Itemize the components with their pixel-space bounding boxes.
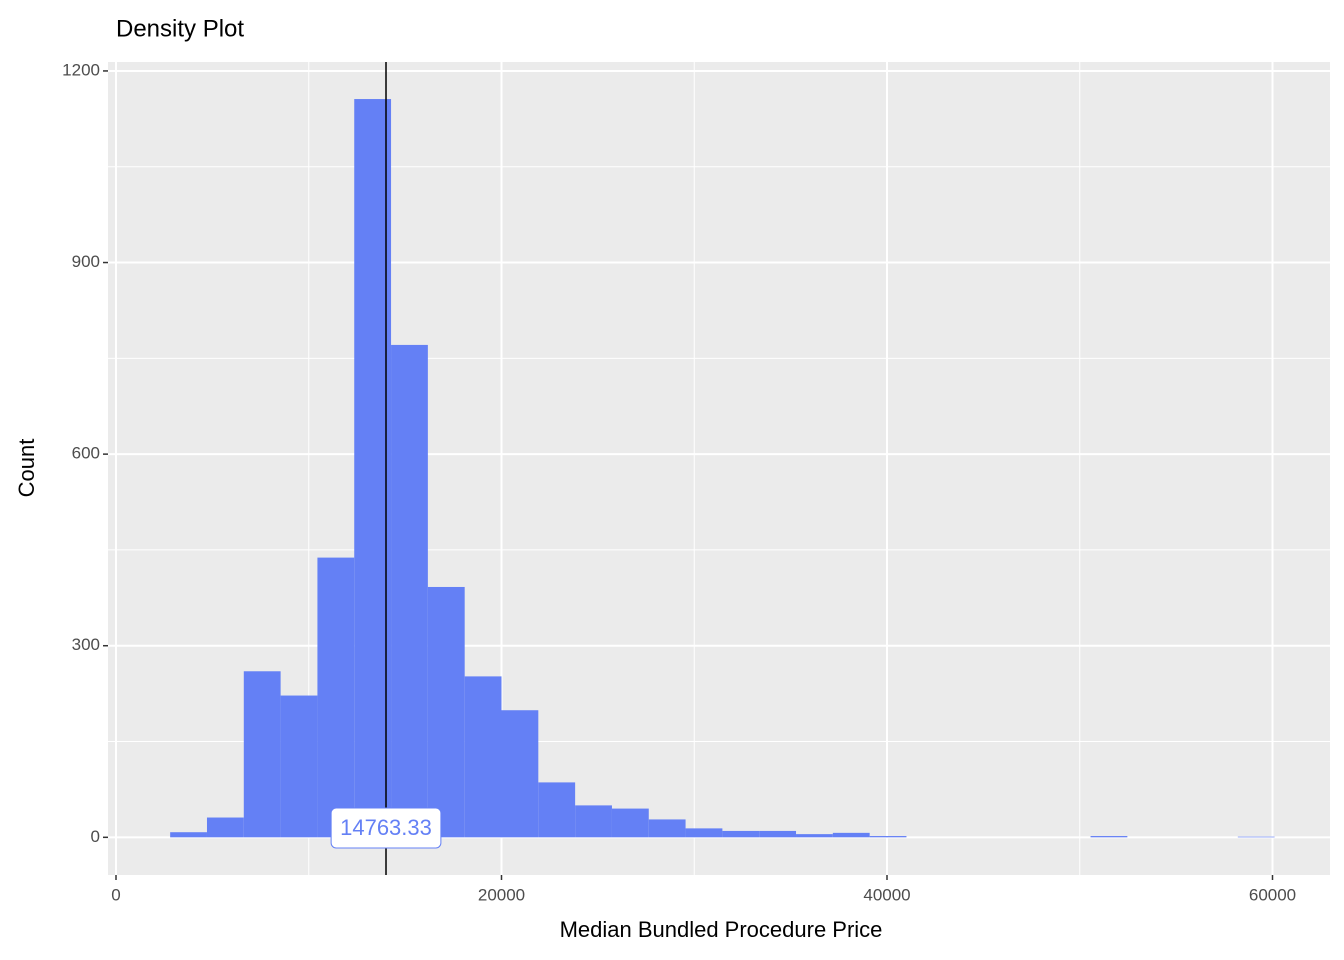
histogram-bar <box>243 671 281 838</box>
annotation-box <box>330 807 442 849</box>
histogram-bar <box>796 834 833 838</box>
annotation-label: 14763.33 <box>330 807 442 849</box>
x-tick-label: 0 <box>111 885 120 904</box>
histogram-bar <box>354 99 392 838</box>
histogram-bar <box>648 819 686 838</box>
histogram-bar <box>427 586 465 838</box>
histogram-bar <box>464 676 502 838</box>
chart-title: Density Plot <box>116 15 244 42</box>
x-tick-label: 40000 <box>863 885 910 904</box>
y-axis-title: Count <box>14 439 39 498</box>
y-tick-label: 1200 <box>62 60 100 79</box>
annotation-text: 14763.33 <box>340 815 432 840</box>
histogram-bar <box>869 836 907 838</box>
histogram-bar <box>575 805 612 838</box>
x-tick-label: 60000 <box>1249 885 1296 904</box>
y-tick-label: 900 <box>72 252 100 271</box>
histogram-bar <box>685 828 723 838</box>
histogram-bar <box>1237 836 1275 838</box>
histogram-bar <box>832 832 870 838</box>
histogram-bar <box>391 344 428 838</box>
y-tick-label: 0 <box>91 827 100 846</box>
histogram-bar <box>611 808 649 838</box>
histogram-bar <box>538 782 576 838</box>
histogram-bar <box>170 832 207 838</box>
y-tick-label: 300 <box>72 635 100 654</box>
histogram-bar <box>1090 836 1128 838</box>
histogram-bar <box>501 710 539 838</box>
histogram-bar <box>759 830 797 838</box>
histogram-bar <box>280 695 318 838</box>
x-axis-title: Median Bundled Procedure Price <box>560 917 883 942</box>
histogram-bar <box>722 830 760 838</box>
histogram-bar <box>317 557 355 838</box>
x-tick-label: 20000 <box>478 885 525 904</box>
histogram-bar <box>206 817 244 838</box>
y-tick-label: 600 <box>72 444 100 463</box>
